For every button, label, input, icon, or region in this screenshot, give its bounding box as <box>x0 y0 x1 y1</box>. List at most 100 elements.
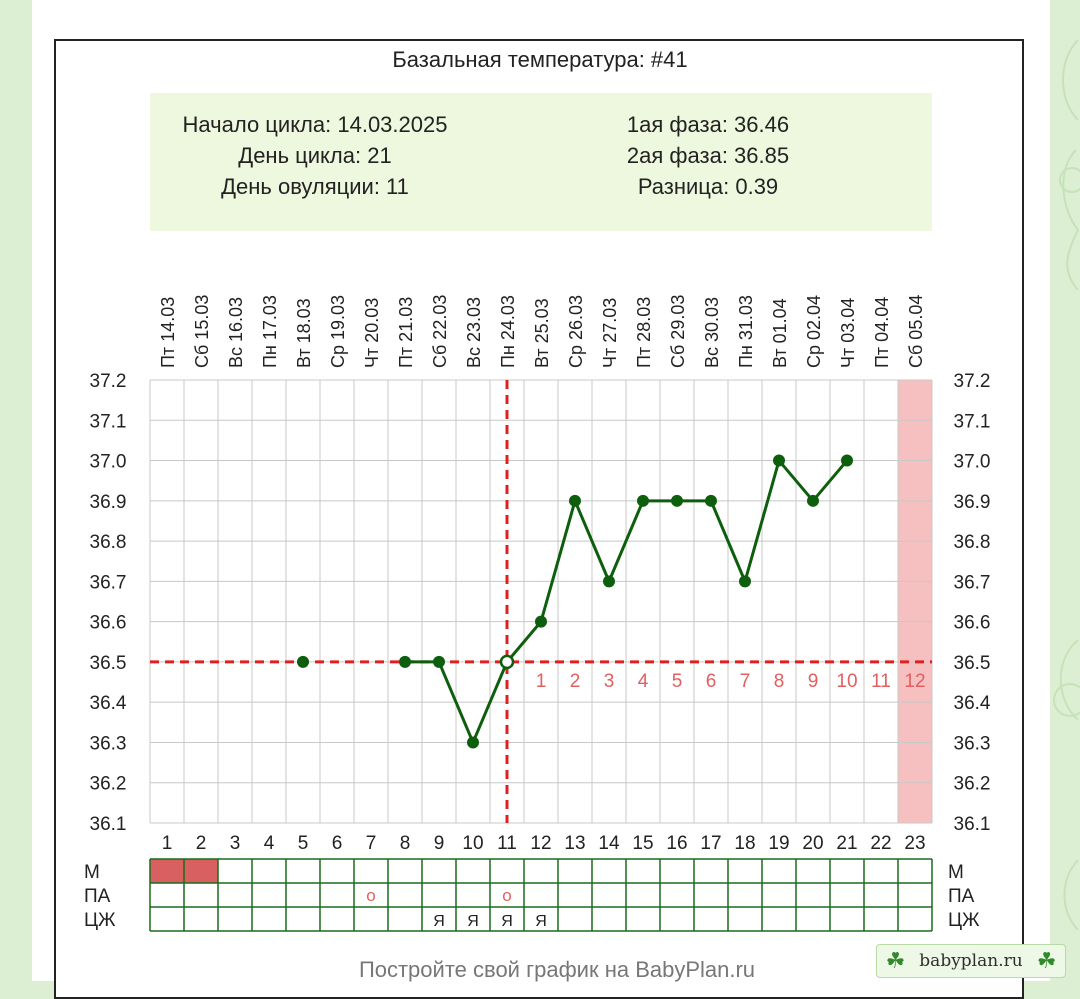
cycle-summary-panel: Начало цикла: 14.03.2025 День цикла: 21 … <box>150 93 932 231</box>
date-label: Ср 26.03 <box>566 295 586 368</box>
temperature-point <box>841 454 853 467</box>
luteal-day-label: 4 <box>638 671 649 692</box>
y-tick-label-left: 37.0 <box>90 452 127 473</box>
cm-marker: Я <box>467 913 479 930</box>
luteal-day-label: 7 <box>740 671 751 692</box>
luteal-day-label: 11 <box>871 671 891 692</box>
day-number-label: 11 <box>497 833 517 854</box>
day-number-label: 17 <box>700 833 721 854</box>
cm-marker: Я <box>535 913 547 930</box>
babyplan-badge[interactable]: ☘ babyplan.ru ☘ <box>876 944 1066 978</box>
y-tick-label-left: 36.9 <box>90 492 127 513</box>
date-label: Пт 21.03 <box>396 297 416 368</box>
day-number-label: 3 <box>230 833 241 854</box>
day-number-label: 5 <box>298 833 309 854</box>
highlight-column <box>898 380 932 823</box>
date-label: Чт 03.04 <box>838 298 858 368</box>
y-tick-label-right: 37.0 <box>954 452 991 473</box>
date-label: Пт 14.03 <box>158 297 178 368</box>
luteal-day-label: 9 <box>808 671 819 692</box>
date-label: Пн 31.03 <box>736 295 756 368</box>
menses-cell <box>184 859 218 883</box>
marker-row-label-right: ЦЖ <box>948 910 980 931</box>
y-tick-label-left: 36.6 <box>90 613 127 634</box>
y-tick-label-right: 36.5 <box>954 653 991 674</box>
luteal-day-label: 1 <box>536 671 547 692</box>
day-number-label: 13 <box>564 833 585 854</box>
day-number-label: 10 <box>462 833 483 854</box>
day-number-label: 15 <box>632 833 653 854</box>
day-number-label: 1 <box>162 833 173 854</box>
day-number-label: 19 <box>768 833 789 854</box>
temperature-point <box>773 454 785 467</box>
y-tick-label-right: 36.4 <box>954 693 991 714</box>
date-label: Сб 29.03 <box>668 295 688 368</box>
temperature-point <box>433 655 445 668</box>
temperature-line-segment <box>777 459 815 502</box>
ovulation-day-text: День овуляции: 11 <box>221 174 409 199</box>
y-tick-label-right: 37.1 <box>954 411 991 432</box>
footer-link[interactable]: Постройте свой график на BabyPlan.ru <box>358 957 756 982</box>
date-label: Пн 24.03 <box>498 295 518 368</box>
y-tick-label-left: 36.5 <box>90 653 127 674</box>
date-label: Пн 17.03 <box>260 295 280 368</box>
temperature-line-segment <box>505 620 543 663</box>
badge-text: babyplan.ru <box>919 951 1023 971</box>
temperature-line-segment <box>743 460 781 582</box>
chart-title: Базальная температура: #41 <box>392 47 688 72</box>
y-tick-label-right: 36.2 <box>954 774 991 795</box>
day-number-label: 4 <box>264 833 275 854</box>
day-number-label: 6 <box>332 833 343 854</box>
y-tick-label-right: 36.6 <box>954 613 991 634</box>
date-label: Вт 01.04 <box>770 298 790 368</box>
luteal-day-label: 8 <box>774 671 785 692</box>
cycle-start-text: Начало цикла: 14.03.2025 <box>182 112 448 137</box>
y-tick-label-left: 36.8 <box>90 532 127 553</box>
difference-text: Разница: 0.39 <box>637 174 779 199</box>
phase1-text: 1ая фаза: 36.46 <box>626 112 790 137</box>
marker-row-label-right: ПА <box>948 886 975 907</box>
temperature-line-segment <box>437 661 475 744</box>
day-number-label: 8 <box>400 833 411 854</box>
day-number-label: 23 <box>904 833 925 854</box>
luteal-day-label: 6 <box>706 671 717 692</box>
luteal-day-label: 10 <box>836 671 857 692</box>
day-number-label: 16 <box>666 833 687 854</box>
y-tick-label-left: 36.2 <box>90 774 127 795</box>
y-tick-label-right: 36.7 <box>954 572 991 593</box>
day-number-label: 18 <box>734 833 755 854</box>
temperature-point <box>705 494 717 507</box>
day-number-label: 12 <box>530 833 551 854</box>
y-tick-label-right: 36.8 <box>954 532 991 553</box>
y-tick-label-left: 37.1 <box>90 411 127 432</box>
date-label: Сб 22.03 <box>430 295 450 368</box>
cm-marker: Я <box>433 913 445 930</box>
luteal-day-label: 5 <box>672 671 683 692</box>
y-tick-label-right: 36.1 <box>954 814 991 835</box>
temperature-point <box>637 494 649 507</box>
temperature-point <box>671 494 683 507</box>
temperature-line-segment <box>709 500 747 582</box>
y-tick-label-left: 36.3 <box>90 733 127 754</box>
marker-row-label-left: ЦЖ <box>84 910 116 931</box>
day-number-label: 22 <box>870 833 891 854</box>
day-number-label: 9 <box>434 833 445 854</box>
cycle-day-text: День цикла: 21 <box>238 143 392 168</box>
temperature-line-segment <box>811 459 849 502</box>
date-label: Ср 02.04 <box>804 295 824 368</box>
menses-cell <box>150 859 184 883</box>
temperature-line-segment <box>539 500 577 623</box>
temperature-point <box>535 615 547 628</box>
temperature-line-segment <box>471 661 509 744</box>
marker-row-label-right: М <box>948 862 964 883</box>
day-number-label: 20 <box>802 833 823 854</box>
temperature-line-segment <box>607 500 645 582</box>
marker-row-label-left: М <box>84 862 100 883</box>
phase2-text: 2ая фаза: 36.85 <box>626 143 790 168</box>
temperature-point-ovulation <box>499 654 515 670</box>
day-number-label: 2 <box>196 833 207 854</box>
temperature-point <box>399 655 411 668</box>
temperature-point <box>603 575 615 588</box>
cm-marker: Я <box>501 913 513 930</box>
